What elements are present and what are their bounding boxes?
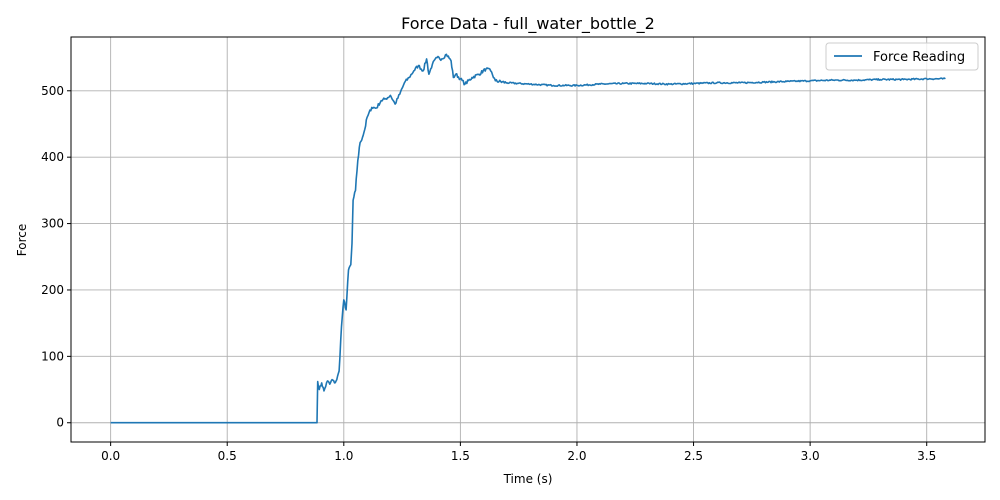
legend: Force Reading	[825, 42, 979, 71]
y-tick-label: 300	[41, 217, 64, 231]
grid-lines	[71, 37, 985, 442]
x-tick-label: 0.0	[101, 449, 120, 463]
y-tick-label: 200	[41, 283, 64, 297]
x-tick-label: 2.5	[684, 449, 703, 463]
x-tick-label: 0.5	[218, 449, 237, 463]
x-tick-label: 3.0	[801, 449, 820, 463]
chart-title: Force Data - full_water_bottle_2	[401, 14, 655, 34]
x-tick-label: 2.0	[567, 449, 586, 463]
x-tick-label: 1.5	[451, 449, 470, 463]
y-tick-label: 400	[41, 150, 64, 164]
series-line-force-reading	[110, 53, 946, 424]
y-axis-label: Force	[15, 224, 29, 256]
y-tick-label: 0	[56, 416, 64, 430]
plot-frame	[70, 36, 986, 443]
axis-ticks: 0.0 0.5 1.0 1.5 2.0 2.5 3.0 3.5 0 100 200 300 400 500	[41, 84, 936, 463]
y-tick-label: 500	[41, 84, 64, 98]
legend-box	[825, 42, 979, 71]
legend-label: Force Reading	[873, 50, 965, 65]
plot-background	[71, 37, 985, 442]
x-axis-label: Time (s)	[503, 472, 553, 486]
series-layer	[110, 53, 946, 424]
x-tick-label: 3.5	[917, 449, 936, 463]
x-tick-label: 1.0	[334, 449, 353, 463]
y-tick-label: 100	[41, 349, 64, 363]
